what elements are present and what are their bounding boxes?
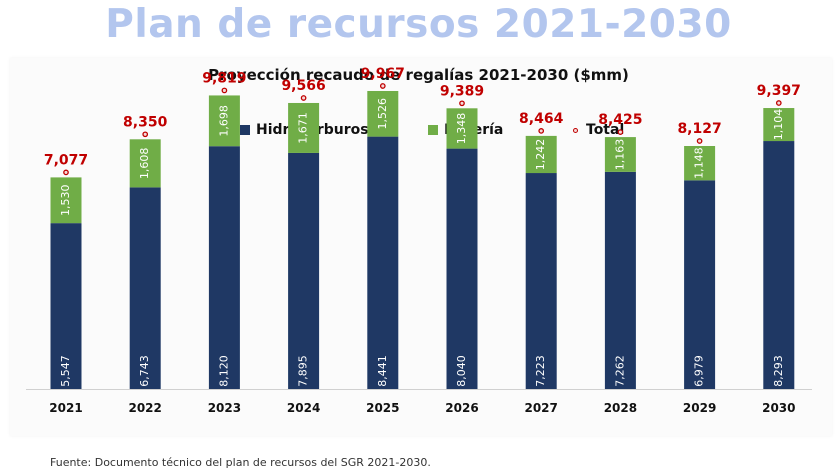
x-tick-label: 2029 [683,401,716,415]
bar-hidrocarburos [288,152,320,389]
slide-title: Plan de recursos 2021-2030 [105,2,732,47]
data-label-total: 8,127 [677,121,721,137]
data-label-total: 8,464 [519,111,564,127]
legend-label-total: Total [586,122,625,138]
data-label-hidrocarburos: 7,262 [613,355,626,387]
source-note: Fuente: Documento técnico del plan de re… [50,456,431,469]
total-marker [300,95,307,101]
x-tick-label: 2024 [287,401,320,415]
data-label-hidrocarburos: 7,895 [297,355,310,387]
data-label-mineria: 1,348 [455,113,468,145]
data-label-mineria: 1,671 [297,112,310,144]
legend-marker-total [573,127,578,133]
bar-mineria [604,137,636,172]
bar-mineria [684,146,716,181]
bar-hidrocarburos [129,187,161,389]
data-label-mineria: 1,698 [217,105,230,137]
total-marker [63,169,69,176]
x-tick-label: 2023 [208,401,241,415]
data-label-mineria: 1,163 [613,139,626,171]
bar-hidrocarburos [525,173,557,389]
x-tick-label: 2022 [128,401,161,415]
x-tick-label: 2021 [49,401,82,415]
total-marker [538,128,545,134]
data-label-hidrocarburos: 6,743 [138,355,151,387]
data-label-hidrocarburos: 7,223 [534,355,547,387]
data-label-mineria: 1,104 [772,109,785,141]
bar-mineria [288,102,320,153]
bar-mineria [367,90,399,137]
legend-swatch-hidrocarburos [240,125,250,135]
x-tick-label: 2027 [524,401,557,415]
bar-mineria [50,177,82,224]
legend-swatch-mineria [428,125,438,135]
data-label-mineria: 1,242 [534,139,547,171]
data-label-hidrocarburos: 8,120 [217,355,230,387]
chart-title: Proyección recaudo de regalías 2021-2030… [208,66,629,84]
x-tick-label: 2026 [445,401,478,415]
data-label-mineria: 1,148 [693,147,706,179]
legend-total: Total [573,121,624,139]
data-label-total: 9,389 [440,83,484,99]
data-label-hidrocarburos: 8,293 [772,355,785,387]
data-label-total: 7,077 [44,152,88,168]
total-marker [696,138,703,144]
bar-hidrocarburos [763,141,795,389]
total-marker [142,131,149,138]
x-tick-label: 2028 [604,401,637,415]
total-marker [617,129,624,135]
bar-hidrocarburos [604,171,636,389]
bar-hidrocarburos [208,146,240,389]
data-label-total: 8,350 [123,114,168,130]
data-label-mineria: 1,526 [376,98,389,130]
data-label-total: 9,819 [202,70,246,86]
data-label-mineria: 1,530 [59,185,72,217]
bar-mineria [763,108,795,142]
bar-mineria [208,95,240,147]
total-marker [459,100,465,107]
bar-hidrocarburos [684,180,716,389]
data-label-hidrocarburos: 5,547 [59,355,72,387]
bar-hidrocarburos [50,223,82,389]
data-label-total: 9,967 [361,66,405,82]
data-label-total: 8,425 [598,112,642,128]
bar-hidrocarburos [367,136,399,389]
x-tick-label: 2030 [762,401,795,415]
total-marker [221,87,228,94]
data-label-hidrocarburos: 8,040 [455,355,468,387]
bar-mineria [525,135,557,174]
total-marker [379,83,386,89]
x-tick-label: 2025 [366,401,399,415]
bar-mineria [129,139,161,188]
bar-mineria [446,108,478,149]
data-label-total: 9,566 [281,78,325,94]
bar-hidrocarburos [446,148,478,389]
data-label-hidrocarburos: 8,441 [376,355,389,387]
total-marker [775,100,782,106]
data-label-total: 9,397 [757,83,801,99]
data-label-mineria: 1,608 [138,148,151,180]
data-label-hidrocarburos: 6,979 [693,355,706,387]
